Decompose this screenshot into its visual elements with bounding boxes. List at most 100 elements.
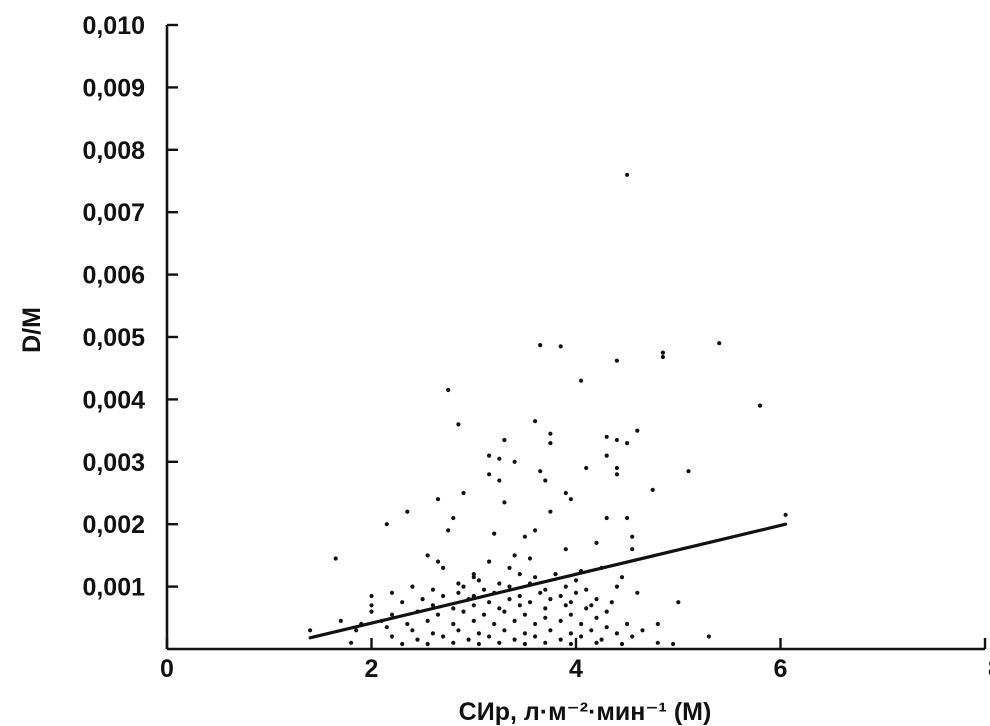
data-point: [497, 640, 502, 645]
data-point: [614, 631, 620, 636]
data-point: [533, 621, 538, 627]
data-point: [507, 597, 512, 602]
data-point: [471, 575, 476, 580]
data-point: [522, 641, 528, 647]
data-point: [502, 500, 507, 505]
data-point: [497, 478, 502, 483]
data-point: [568, 612, 574, 617]
data-point: [548, 597, 553, 602]
data-point: [451, 621, 456, 627]
data-point: [568, 641, 574, 647]
data-point: [451, 515, 456, 521]
data-point: [487, 559, 492, 564]
data-point: [548, 628, 553, 633]
data-point: [517, 593, 522, 599]
data-point: [487, 634, 492, 639]
data-point: [497, 456, 502, 461]
data-point: [609, 600, 614, 605]
data-point: [563, 584, 568, 589]
data-point: [527, 556, 533, 561]
data-point: [415, 637, 420, 642]
data-point: [650, 487, 655, 492]
data-point: [497, 606, 502, 611]
data-point: [384, 625, 389, 630]
data-point: [625, 515, 630, 521]
x-tick-label: 8: [988, 655, 990, 683]
data-point: [599, 637, 604, 642]
data-point: [441, 634, 446, 639]
data-point: [717, 341, 722, 346]
data-point: [502, 437, 507, 443]
data-point: [517, 603, 522, 608]
data-point: [425, 553, 430, 558]
data-point: [548, 509, 553, 514]
data-point: [456, 628, 461, 633]
data-point: [349, 640, 354, 645]
data-point: [558, 593, 563, 599]
data-point: [757, 403, 763, 408]
data-point: [481, 587, 487, 592]
data-point: [476, 578, 481, 583]
data-point: [389, 590, 395, 595]
data-point: [533, 634, 538, 639]
data-point: [487, 472, 492, 477]
y-tick-label: 0,001: [82, 574, 145, 602]
data-point: [625, 172, 630, 177]
data-point: [461, 584, 466, 589]
data-point: [543, 478, 548, 483]
data-point: [492, 621, 497, 627]
data-point: [405, 509, 410, 514]
y-tick-label: 0,005: [82, 324, 145, 352]
data-point: [594, 615, 599, 620]
data-point: [568, 631, 574, 636]
data-point: [492, 531, 497, 536]
data-point: [635, 428, 640, 433]
data-point: [435, 612, 441, 617]
data-point: [533, 575, 538, 580]
data-point: [471, 618, 476, 624]
data-point: [522, 631, 528, 636]
data-point: [568, 600, 574, 605]
trend-line: [308, 522, 788, 640]
data-point: [594, 640, 599, 645]
y-tick-label: 0,007: [82, 199, 145, 227]
data-point: [548, 431, 553, 436]
data-point: [604, 609, 609, 614]
data-point: [522, 534, 528, 539]
data-point: [456, 422, 461, 427]
data-point: [671, 641, 676, 647]
data-point: [512, 618, 517, 624]
data-point: [579, 621, 584, 627]
data-point: [543, 615, 548, 620]
data-point: [369, 609, 374, 614]
data-point: [594, 597, 599, 602]
data-point: [527, 600, 533, 605]
data-point: [630, 634, 635, 639]
data-point: [543, 606, 548, 611]
data-point: [451, 640, 456, 645]
data-point: [563, 490, 568, 496]
data-point: [466, 637, 471, 642]
data-point: [476, 631, 481, 636]
data-point: [589, 603, 594, 608]
data-point: [461, 609, 466, 614]
data-point: [584, 465, 589, 471]
data-point: [400, 641, 405, 647]
data-point: [410, 628, 415, 633]
data-point: [589, 628, 594, 633]
data-point: [584, 587, 589, 592]
data-point: [573, 590, 579, 595]
data-point: [625, 621, 630, 627]
data-point: [507, 565, 512, 571]
data-point: [456, 581, 461, 586]
x-tick-label: 6: [774, 655, 788, 683]
data-point: [614, 584, 620, 589]
data-point: [619, 575, 625, 580]
y-tick-label: 0,002: [82, 511, 145, 539]
data-point: [338, 618, 343, 624]
y-tick-label: 0,003: [82, 449, 145, 477]
data-point: [630, 534, 635, 539]
data-point: [706, 634, 712, 639]
x-tick-label: 4: [569, 655, 583, 683]
x-tick-label: 2: [365, 655, 379, 683]
